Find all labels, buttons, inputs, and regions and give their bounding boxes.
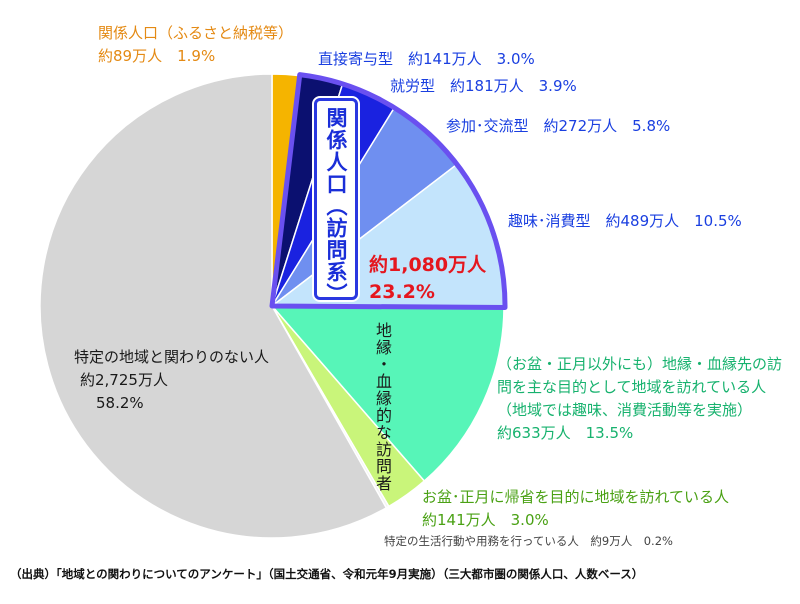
label-furusato-value: 約89万人 1.9% (98, 47, 216, 65)
label-chien-line2: 問を主な目的として地域を訪れている人 (497, 378, 767, 396)
label-bon-line2: 約141万人 3.0% (422, 511, 549, 529)
visit-group-title: 関係人口（訪問系） (324, 107, 348, 305)
visit-group-total: 約1,080万人 (369, 254, 487, 276)
label-shuro: 就労型 約181万人 3.9% (390, 77, 577, 95)
label-chokusetsu: 直接寄与型 約141万人 3.0% (318, 50, 535, 68)
label-shumi: 趣味･消費型 約489万人 10.5% (508, 212, 742, 230)
source-footnote: （出典）「地域との関わりについてのアンケート」（国土交通省、令和元年9月実施）（… (10, 567, 644, 581)
label-chien-line3: （地域では趣味、消費活動等を実施） (497, 401, 753, 419)
chiin-group-label: 地縁・血縁的な訪問者 (373, 322, 392, 492)
label-furusato-name: 関係人口（ふるさと納税等） (98, 24, 294, 42)
visit-group-box: 関係人口（訪問系） (314, 98, 358, 305)
label-bon-line1: お盆･正月に帰省を目的に地域を訪れている人 (422, 488, 730, 506)
label-sanka: 参加･交流型 約272万人 5.8% (446, 117, 671, 135)
pie-slice-8 (39, 73, 388, 539)
label-nashi-line2: 約2,725万人 (80, 371, 168, 389)
label-nashi-line1: 特定の地域と関わりのない人 (74, 348, 270, 366)
label-chien-line4: 約633万人 13.5% (497, 424, 634, 442)
pie-slice-5 (270, 305, 505, 483)
visit-group-percent: 23.2% (369, 281, 435, 303)
label-tokutei-seikatsu: 特定の生活行動や用務を行っている人 約9万人 0.2% (384, 534, 673, 548)
label-nashi-line3: 58.2% (96, 394, 144, 412)
label-chien-line1: （お盆・正月以外にも）地縁・血縁先の訪 (497, 355, 783, 373)
visit-group-outline (269, 72, 508, 310)
